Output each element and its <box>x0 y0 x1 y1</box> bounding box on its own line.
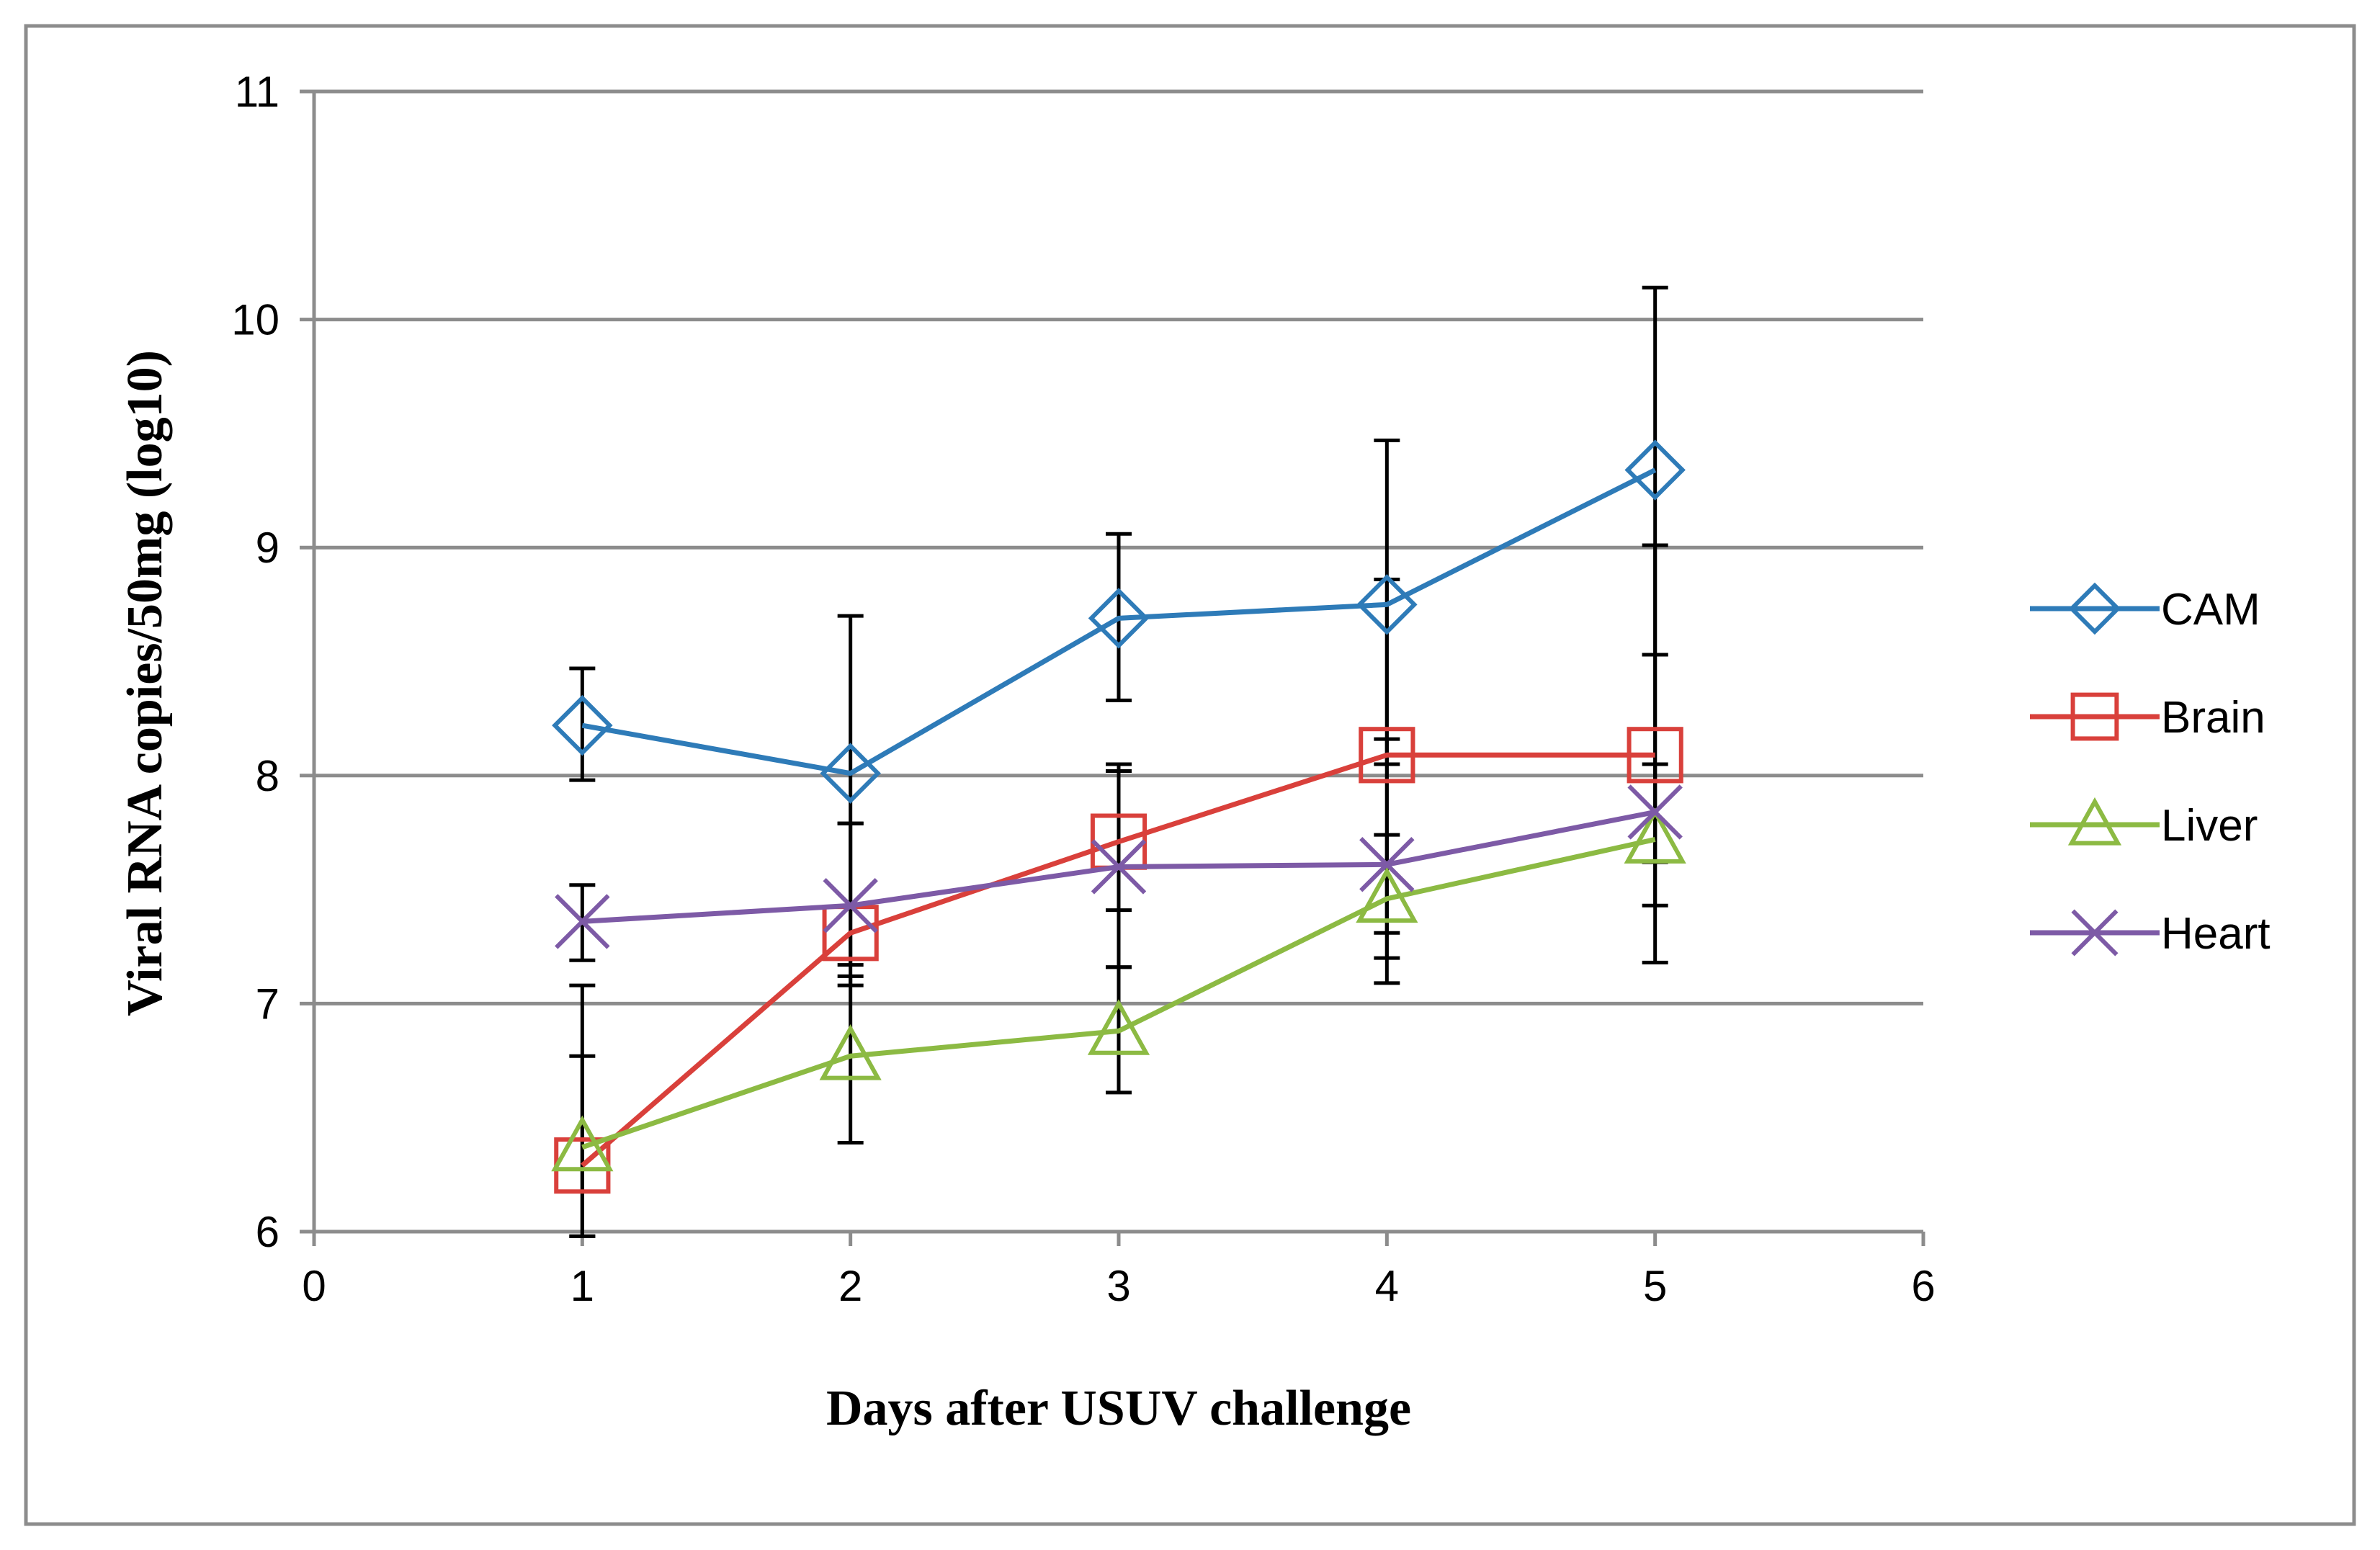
y-tick-label: 11 <box>235 68 279 116</box>
y-tick-label: 7 <box>256 980 279 1028</box>
point-liver <box>551 1115 614 1172</box>
point-cam <box>820 743 881 804</box>
y-tick-label: 10 <box>231 296 279 344</box>
point-cam <box>552 694 613 756</box>
legend-label-cam: CAM <box>2161 585 2260 635</box>
axes: 6 7 8 9 10 11 0 1 2 3 4 5 6 <box>231 68 1935 1310</box>
point-cam <box>1624 439 1686 501</box>
series-lines <box>551 439 1686 1194</box>
point-liver <box>1087 999 1150 1055</box>
x-tick-label: 0 <box>302 1262 326 1310</box>
legend-marker-cam <box>2068 582 2121 635</box>
x-axis-title: Days after USUV challenge <box>826 1381 1411 1436</box>
point-heart <box>1627 784 1683 840</box>
legend: CAM Brain Liver Heart <box>2030 582 2271 959</box>
point-heart <box>823 878 878 933</box>
legend-label-liver: Liver <box>2161 801 2258 851</box>
legend-label-heart: Heart <box>2161 909 2271 959</box>
x-tick-label: 3 <box>1106 1262 1130 1310</box>
point-cam <box>1088 588 1150 649</box>
x-tick-label: 2 <box>838 1262 862 1310</box>
y-axis-title: Viral RNA copies/50mg (log10) <box>117 350 173 1016</box>
series-line-brain <box>581 752 1655 1168</box>
point-liver <box>1356 866 1418 923</box>
y-tick-label: 6 <box>256 1208 279 1256</box>
point-brain <box>1359 727 1415 784</box>
y-tick-label: 9 <box>256 524 279 572</box>
point-heart <box>1359 837 1415 892</box>
x-tick-label: 4 <box>1375 1262 1399 1310</box>
y-tick-label: 8 <box>256 752 279 800</box>
series-line-cam <box>581 467 1657 776</box>
point-brain <box>1627 727 1683 784</box>
legend-marker-heart <box>2071 909 2119 957</box>
legend-marker-brain <box>2070 692 2119 741</box>
x-tick-label: 6 <box>1911 1262 1935 1310</box>
point-liver <box>819 1024 882 1080</box>
x-tick-label: 5 <box>1643 1262 1667 1310</box>
legend-marker-liver <box>2067 797 2122 846</box>
point-liver <box>1624 807 1686 864</box>
point-cam <box>1356 574 1418 635</box>
series-line-liver <box>581 837 1656 1150</box>
legend-label-brain: Brain <box>2161 693 2265 743</box>
x-tick-label: 1 <box>571 1262 594 1310</box>
point-heart <box>1091 839 1147 895</box>
point-heart <box>555 894 610 949</box>
